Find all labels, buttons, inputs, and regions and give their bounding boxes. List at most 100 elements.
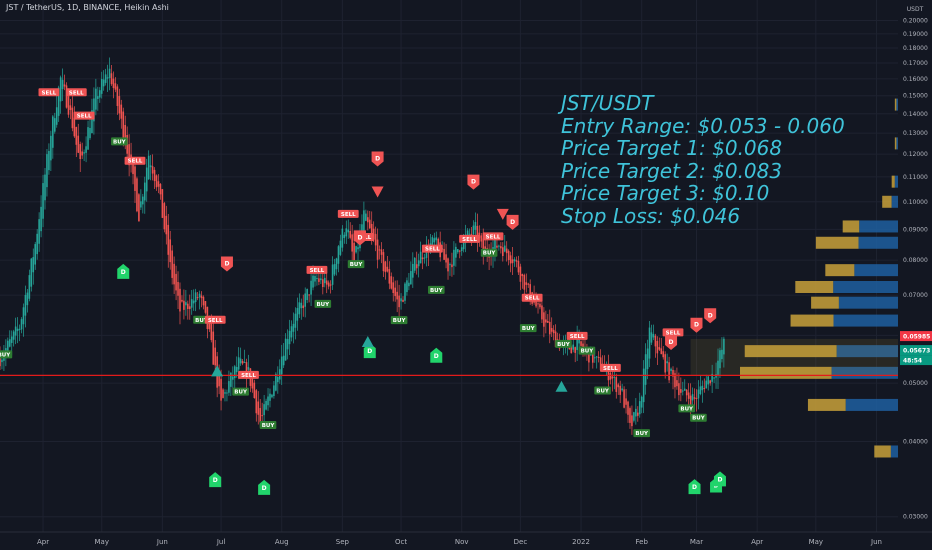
- candle-body: [118, 96, 121, 114]
- currency-label: USDT: [907, 6, 924, 13]
- candle-body: [75, 126, 78, 145]
- price-tick-label: 0.19000: [903, 31, 928, 38]
- time-tick-label: May: [94, 538, 108, 546]
- candle-body: [413, 257, 416, 271]
- candle-body: [701, 385, 704, 391]
- candle-body: [517, 260, 520, 273]
- candle-body: [173, 263, 175, 285]
- candle-body: [449, 264, 451, 266]
- candle-body: [273, 385, 275, 396]
- candle-body: [640, 396, 643, 408]
- candle-body: [312, 275, 314, 288]
- profile-bar-buy: [891, 195, 898, 208]
- bear-marker: D: [220, 256, 233, 272]
- bear-marker-label: D: [669, 339, 674, 346]
- profile-bar-buy: [836, 345, 898, 358]
- time-tick-label: Apr: [751, 538, 763, 546]
- candle-body: [335, 258, 338, 270]
- candle-body: [110, 73, 113, 85]
- candle-body: [278, 369, 281, 380]
- profile-bar-sell: [891, 175, 895, 188]
- price-tag-box: [900, 331, 932, 342]
- candle-body: [175, 273, 177, 291]
- buy-signal-label: BUY: [483, 251, 497, 257]
- candle-body: [269, 393, 271, 401]
- candle-body: [251, 377, 254, 389]
- candle-body: [286, 339, 289, 350]
- candle-body: [511, 259, 514, 264]
- candle-body: [85, 146, 87, 153]
- sell-signal-label: SELL: [486, 234, 501, 240]
- candle-body: [34, 244, 37, 265]
- candle-body: [615, 377, 618, 392]
- candle-body: [574, 347, 576, 353]
- candle-body: [345, 228, 348, 237]
- candle-body: [349, 230, 352, 238]
- candle-body: [521, 274, 524, 277]
- candle-body: [196, 297, 199, 299]
- bear-marker-label: D: [224, 260, 229, 267]
- candle-body: [91, 110, 93, 133]
- candle-body: [179, 288, 181, 312]
- candle-body: [14, 326, 17, 336]
- candle-body: [188, 306, 191, 310]
- candle-body: [719, 350, 721, 369]
- candle-body: [224, 392, 226, 394]
- candle-body: [155, 175, 158, 188]
- candle-body: [10, 336, 13, 343]
- candle-body: [658, 347, 661, 350]
- sell-signal-box: [204, 315, 226, 324]
- candle-body: [374, 233, 377, 246]
- candle-body: [153, 169, 156, 182]
- bear-marker-shape: [690, 317, 703, 333]
- candle-body: [163, 203, 166, 230]
- buy-signal: BUY: [347, 260, 365, 269]
- note-target-3: Price Target 3: $0.10: [561, 181, 770, 205]
- candle-body: [140, 201, 142, 208]
- candle-body: [288, 330, 291, 345]
- bear-marker: D: [704, 308, 717, 324]
- bear-marker: D: [690, 317, 703, 333]
- price-tag-box: [900, 345, 932, 356]
- buy-signal-box: [480, 248, 498, 257]
- candle-body: [8, 339, 11, 347]
- candle-body: [161, 189, 164, 218]
- candle-body: [50, 135, 52, 161]
- candle-body: [535, 300, 537, 307]
- price-tick-label: 0.10000: [903, 199, 928, 206]
- candle-body: [462, 237, 465, 250]
- sell-signal-label: SELL: [128, 159, 143, 165]
- buy-signal-box: [111, 137, 128, 146]
- bear-marker: D: [665, 335, 678, 351]
- candle-body: [681, 390, 684, 392]
- candle-body: [52, 116, 54, 148]
- sell-signal: SELL: [662, 328, 684, 337]
- price-axis[interactable]: USDT0.030000.040000.050000.060000.070000…: [898, 0, 932, 550]
- sell-signal: SELL: [566, 331, 588, 340]
- candle-body: [157, 181, 160, 187]
- buy-signal: BUY: [678, 404, 696, 413]
- buy-signal-box: [594, 386, 611, 395]
- buy-signal-box: [0, 350, 13, 359]
- candle-body: [93, 98, 95, 122]
- candle-body: [194, 292, 197, 302]
- candle-body: [18, 328, 21, 330]
- bull-marker: D: [209, 472, 222, 488]
- price-tick-label: 0.17000: [903, 60, 928, 67]
- candle-body: [453, 249, 455, 266]
- candle-body: [241, 360, 244, 364]
- bull-marker: D: [713, 471, 726, 487]
- sell-signal-label: SELL: [341, 212, 356, 218]
- candle-body: [275, 373, 277, 391]
- price-tag-label: 48:54: [903, 358, 922, 365]
- candle-body: [548, 321, 551, 335]
- candle-body: [398, 295, 400, 308]
- time-axis[interactable]: Apr May Jun Jul Aug Sep Oct Nov Dec 2022 Feb Mar Apr…: [0, 531, 932, 550]
- buy-signal-label: BUY: [635, 431, 649, 437]
- candle-body: [294, 313, 297, 328]
- profile-bar-sell: [744, 345, 837, 358]
- buy-signal-box: [519, 324, 537, 333]
- buy-signal-box: [427, 285, 445, 294]
- candle-body: [337, 246, 340, 264]
